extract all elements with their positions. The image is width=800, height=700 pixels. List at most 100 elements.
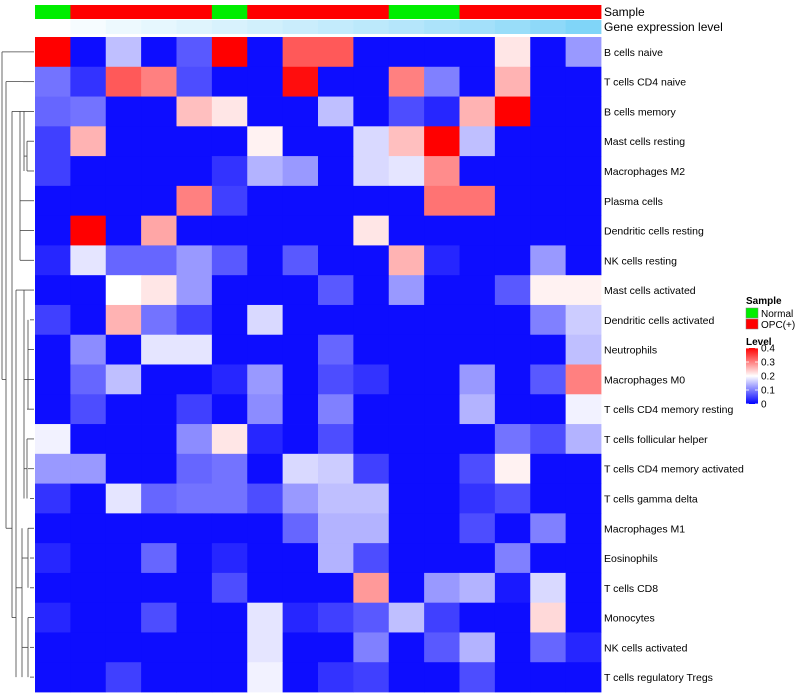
heatmap-cell (494, 245, 531, 276)
heatmap-cell (388, 364, 425, 395)
heatmap-cell (70, 304, 107, 336)
heatmap-cell (176, 662, 213, 693)
heatmap-cell (211, 215, 248, 246)
heatmap-cell (211, 394, 248, 425)
row-label: NK cells activated (604, 642, 688, 654)
heatmap-cell (353, 602, 390, 633)
heatmap-cell (105, 156, 142, 187)
heatmap-cell (70, 37, 107, 68)
heatmap-cell (388, 394, 425, 425)
heatmap-cell (105, 275, 142, 306)
heatmap-cell (105, 543, 142, 574)
heatmap-cell (530, 96, 567, 127)
heatmap-cell (282, 215, 319, 246)
row-label: Macrophages M2 (604, 166, 685, 178)
sample-annotation-cell (565, 5, 602, 19)
heatmap-cell (388, 304, 425, 336)
heatmap-cell (70, 572, 107, 604)
heatmap-cell (530, 543, 567, 574)
heatmap-cell (35, 453, 71, 484)
heatmap-cell (176, 424, 213, 455)
heatmap-cell (318, 424, 354, 455)
heatmap-cell (105, 364, 142, 395)
heatmap-cell (353, 185, 390, 217)
heatmap-cell (424, 483, 460, 514)
sample-annotation-cell (494, 5, 531, 19)
heatmap-cell (459, 156, 496, 187)
sample-annotation-cell (141, 5, 177, 19)
heatmap-cell (247, 126, 284, 157)
gene-expression-annotation-cell (35, 20, 71, 34)
heatmap-cell (459, 304, 496, 336)
heatmap-cell (35, 572, 71, 604)
heatmap-cell (211, 572, 248, 604)
heatmap-cell (424, 185, 460, 217)
heatmap-cell (211, 483, 248, 514)
heatmap-cell (211, 453, 248, 484)
heatmap-cell (176, 185, 213, 217)
level-legend-title: Level (746, 337, 772, 348)
heatmap-cell (424, 632, 460, 663)
heatmap-cell (353, 632, 390, 663)
heatmap-cell (318, 156, 354, 187)
heatmap-cell (176, 245, 213, 276)
heatmap-cell (353, 453, 390, 484)
sample-annotation-cell (176, 5, 213, 19)
heatmap-cell (318, 66, 354, 97)
legend-swatch-normal (745, 307, 759, 319)
heatmap-cell (424, 96, 460, 127)
heatmap-cell (141, 275, 177, 306)
heatmap-cell (494, 364, 531, 395)
heatmap-cell (318, 96, 354, 127)
heatmap-cell (176, 602, 213, 633)
gene-expression-annotation-cell (247, 20, 284, 34)
heatmap-cell (424, 364, 460, 395)
heatmap-cell (459, 96, 496, 127)
row-label: T cells CD8 (604, 583, 658, 595)
level-tick-label: 0 (761, 400, 767, 411)
heatmap-cell (176, 513, 213, 544)
heatmap-cell (388, 96, 425, 127)
heatmap-cell (141, 572, 177, 604)
heatmap-cell (353, 304, 390, 336)
row-label: Mast cells resting (604, 136, 685, 148)
heatmap-cell (353, 156, 390, 187)
heatmap-cell (565, 572, 602, 604)
heatmap-cell (494, 185, 531, 217)
heatmap-cell (424, 572, 460, 604)
gene-expression-annotation-cell (211, 20, 248, 34)
heatmap-cell (353, 662, 390, 693)
heatmap-cell (530, 364, 567, 395)
heatmap-cell (459, 364, 496, 395)
heatmap-cell (282, 453, 319, 484)
heatmap-cell (211, 632, 248, 663)
heatmap-cell (35, 37, 71, 68)
heatmap-cell (105, 304, 142, 336)
heatmap-cell (494, 572, 531, 604)
heatmap-cell (424, 156, 460, 187)
heatmap-cell (141, 602, 177, 633)
heatmap-cell (494, 215, 531, 246)
heatmap-cell (35, 632, 71, 663)
heatmap-cell (35, 334, 71, 365)
row-label: NK cells resting (604, 255, 677, 267)
heatmap-cell (282, 245, 319, 276)
heatmap-cell (70, 662, 107, 693)
gene-expression-annotation-cell (282, 20, 319, 34)
heatmap-cell (388, 453, 425, 484)
heatmap-cell (494, 37, 531, 68)
heatmap-cell (211, 424, 248, 455)
heatmap-cell (565, 364, 602, 395)
heatmap-cell (424, 453, 460, 484)
gene-expression-annotation-bar (35, 20, 602, 34)
heatmap-cell (176, 572, 213, 604)
heatmap-cell (176, 364, 213, 395)
heatmap-cell (565, 513, 602, 544)
heatmap-cell (318, 394, 354, 425)
legend-label-opc: OPC(+) (761, 320, 795, 331)
heatmap-cell (282, 156, 319, 187)
heatmap-cell (70, 185, 107, 217)
heatmap-cell (176, 394, 213, 425)
heatmap-cell (530, 394, 567, 425)
heatmap-cell (388, 632, 425, 663)
